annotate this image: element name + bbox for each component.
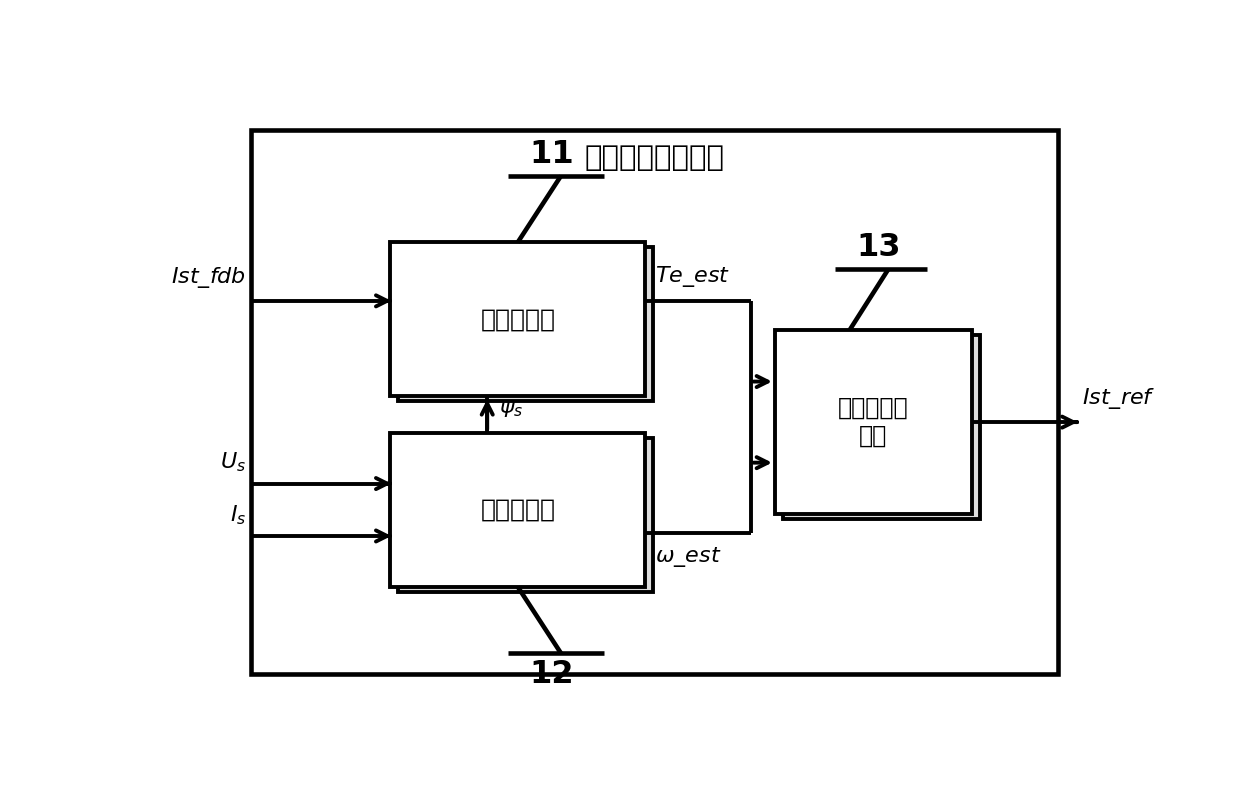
Text: $I_s$: $I_s$	[229, 503, 247, 527]
Text: 11: 11	[529, 139, 574, 170]
Bar	[398, 437, 652, 592]
Bar	[398, 247, 652, 401]
Text: $U_s$: $U_s$	[221, 451, 247, 474]
Bar	[782, 334, 980, 519]
Bar	[391, 243, 645, 396]
Text: 自适应率控
制器: 自适应率控 制器	[838, 396, 909, 448]
Bar	[391, 433, 645, 587]
Text: $\omega\_est$: $\omega\_est$	[655, 545, 722, 569]
Bar	[775, 330, 972, 514]
Text: 13: 13	[857, 232, 900, 264]
Text: 转矩观测器: 转矩观测器	[480, 308, 556, 331]
Text: 自适应启动控制器: 自适应启动控制器	[585, 144, 724, 172]
Text: $Ist\_ref$: $Ist\_ref$	[1083, 386, 1156, 411]
Text: $Ist\_fdb$: $Ist\_fdb$	[171, 265, 247, 290]
Text: $Te\_est$: $Te\_est$	[655, 264, 730, 289]
Text: $\psi_s$: $\psi_s$	[498, 399, 523, 418]
Text: 速度观测器: 速度观测器	[480, 498, 556, 522]
Text: 12: 12	[529, 659, 574, 690]
Bar	[250, 130, 1059, 674]
